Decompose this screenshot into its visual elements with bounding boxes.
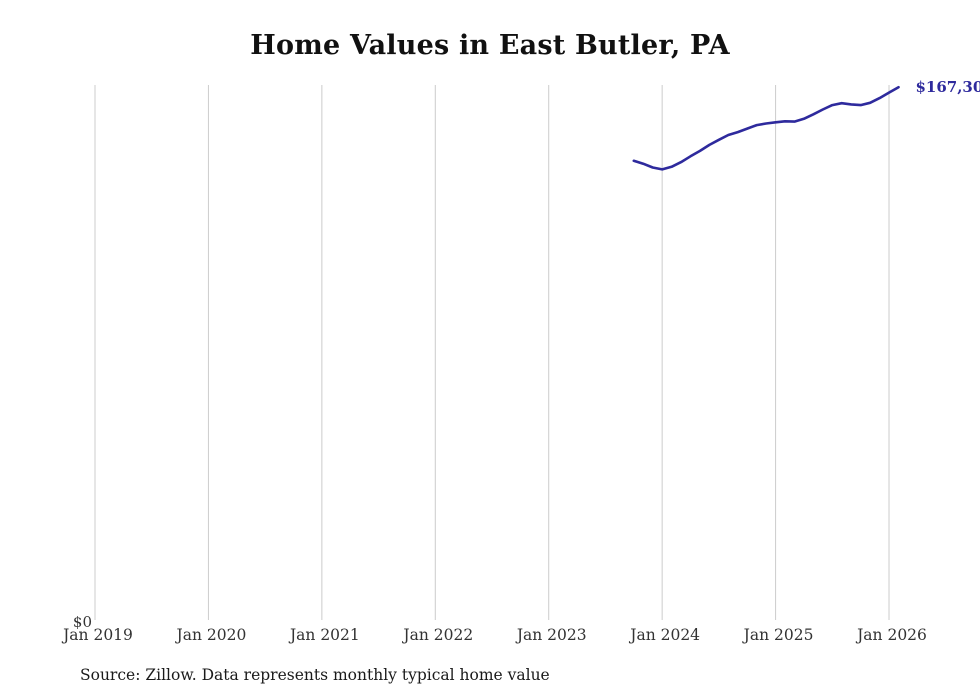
- x-tick-label: Jan 2025: [742, 626, 814, 644]
- x-tick-label: Jan 2022: [401, 626, 473, 644]
- x-tick-label: Jan 2021: [288, 626, 360, 644]
- x-tick-label: Jan 2019: [61, 626, 133, 644]
- chart-title: Home Values in East Butler, PA: [250, 30, 730, 61]
- x-tick-label: Jan 2023: [515, 626, 587, 644]
- x-tick-label: Jan 2024: [628, 626, 700, 644]
- x-tick-label: Jan 2026: [855, 626, 927, 644]
- source-note: Source: Zillow. Data represents monthly …: [80, 666, 550, 684]
- end-value-label: $167,300: [915, 78, 980, 96]
- x-tick-label: Jan 2020: [175, 626, 247, 644]
- value-line: [632, 85, 900, 171]
- y-zero-label: $0: [73, 613, 92, 631]
